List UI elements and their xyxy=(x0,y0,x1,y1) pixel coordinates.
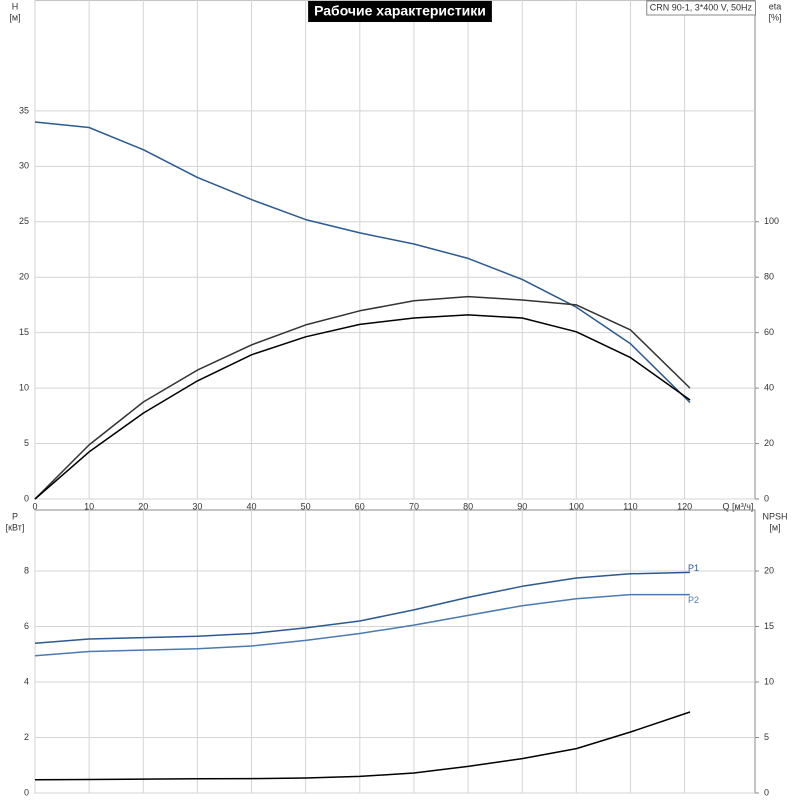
y-tick-label: 8 xyxy=(24,565,29,575)
curve xyxy=(34,295,691,500)
curve xyxy=(34,571,691,644)
y-tick-label: 15 xyxy=(19,327,29,337)
x-tick-label: 60 xyxy=(355,501,365,511)
y2-axis-unit: [м] xyxy=(769,522,780,532)
x-tick-label: 40 xyxy=(247,501,257,511)
x-tick-label: 100 xyxy=(569,501,584,511)
y2-tick-label: 5 xyxy=(764,732,769,742)
y-axis-unit: [м] xyxy=(9,12,20,22)
y-axis-unit: [кВт] xyxy=(6,522,25,532)
y-axis-label: P xyxy=(12,511,18,521)
curve-label: P1 xyxy=(688,563,699,573)
curve xyxy=(34,593,690,657)
x-tick-label: 110 xyxy=(623,501,637,511)
y2-axis-label: NPSH xyxy=(762,511,787,521)
y2-axis-unit: [%] xyxy=(768,12,781,22)
y2-tick-label: 40 xyxy=(764,382,774,392)
y-tick-label: 0 xyxy=(24,493,29,503)
y2-tick-label: 80 xyxy=(764,272,774,282)
y-tick-label: 5 xyxy=(24,438,29,448)
y2-tick-label: 10 xyxy=(764,676,774,686)
y-tick-label: 0 xyxy=(24,787,29,797)
x-tick-label: 90 xyxy=(517,501,527,511)
y2-tick-label: 0 xyxy=(764,493,769,503)
title-box xyxy=(308,1,492,22)
x-tick-label: 120 xyxy=(677,501,692,511)
x-tick-label: 10 xyxy=(84,501,94,511)
y-tick-label: 25 xyxy=(19,216,29,226)
y-tick-label: 30 xyxy=(19,161,29,171)
y-tick-label: 6 xyxy=(24,621,29,631)
y-tick-label: 35 xyxy=(19,105,29,115)
y-tick-label: 2 xyxy=(24,732,29,742)
curve-label: P2 xyxy=(688,595,699,605)
y2-axis-label: eta xyxy=(769,1,782,11)
model-label: CRN 90-1, 3*400 V, 50Hz xyxy=(650,2,753,12)
x-tick-label: 30 xyxy=(192,501,202,511)
x-tick-label: 50 xyxy=(301,501,311,511)
curve xyxy=(34,314,691,500)
curve xyxy=(34,121,691,404)
y2-tick-label: 20 xyxy=(764,565,774,575)
y2-tick-label: 15 xyxy=(764,621,774,631)
y2-tick-label: 60 xyxy=(764,327,774,337)
x-tick-label: 0 xyxy=(32,501,37,511)
y2-tick-label: 20 xyxy=(764,438,774,448)
y2-tick-label: 100 xyxy=(764,216,779,226)
curve xyxy=(34,711,691,781)
y-axis-label: H xyxy=(12,1,19,11)
y2-tick-label: 0 xyxy=(764,787,769,797)
y-tick-label: 20 xyxy=(19,272,29,282)
x-tick-label: 80 xyxy=(463,501,473,511)
chart-title: Рабочие характеристики xyxy=(314,3,486,19)
x-tick-label: 20 xyxy=(138,501,148,511)
model-box xyxy=(646,0,756,16)
x-axis-label: Q [м³/ч] xyxy=(723,501,754,511)
y-tick-label: 10 xyxy=(19,382,29,392)
x-tick-label: 70 xyxy=(409,501,419,511)
y-tick-label: 4 xyxy=(24,676,29,686)
